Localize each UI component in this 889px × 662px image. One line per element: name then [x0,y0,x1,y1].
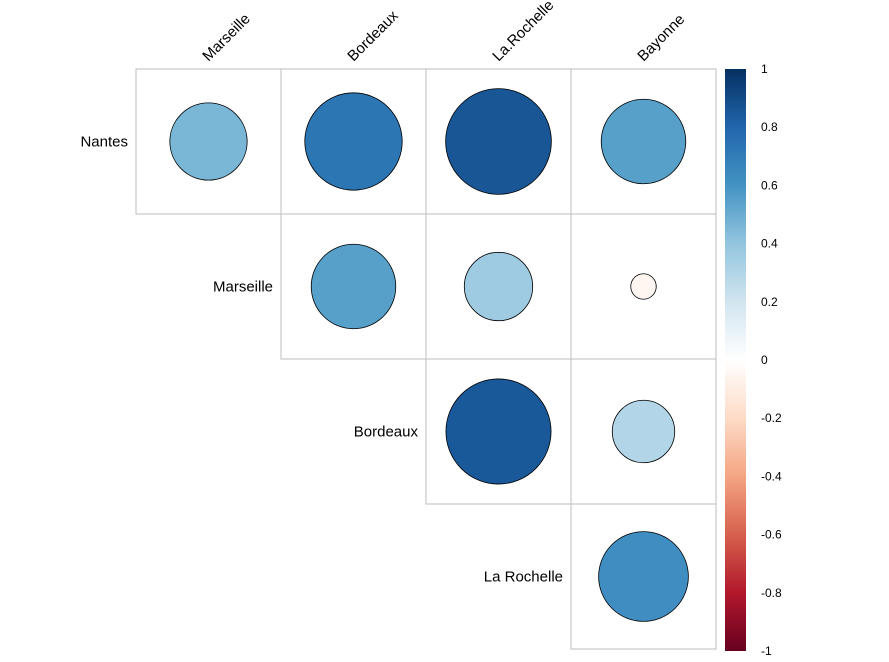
colorbar-gradient [725,69,746,651]
column-labels: Marseille Bordeaux La.Rochelle Bayonne [199,0,688,65]
colorbar-tick-label: 0.2 [761,295,778,309]
colorbar-tick-label: 0.4 [761,237,778,251]
correlation-circle [169,102,248,181]
correlation-circle [445,88,552,195]
colorbar-tick-label: 0.6 [761,178,778,192]
colorbar-tick-label: 0 [761,353,768,367]
row-label: Bordeaux [354,424,419,441]
correlation-circle [445,378,552,485]
row-labels: Nantes Marseille Bordeaux La Rochelle [80,134,563,586]
row-label: Marseille [213,279,273,296]
correlation-grid [135,68,717,650]
correlation-circle [611,399,676,464]
column-label: Marseille [199,10,253,64]
column-label: Bayonne [634,11,688,65]
correlation-circle [598,531,689,622]
row-label: Nantes [80,134,128,151]
colorbar-tick-label: -1 [761,644,772,658]
colorbar-tick-label: -0.8 [761,586,782,600]
correlation-circle [600,98,687,185]
colorbar: 1 0.8 0.6 0.4 0.2 0 -0.2 -0.4 -0.6 -0.8 -1 [725,62,782,658]
colorbar-tick-label: 0.8 [761,120,778,134]
column-label: Bordeaux [344,7,402,65]
correlation-circle [630,273,657,300]
row-label: La Rochelle [484,569,563,586]
colorbar-tick-label: -0.4 [761,469,782,483]
colorbar-tick-label: 1 [761,62,768,76]
correlation-circle [310,243,397,330]
correlation-circle [304,92,403,191]
colorbar-tick-label: -0.6 [761,528,782,542]
correlation-circle [463,251,534,322]
colorbar-tick-label: -0.2 [761,411,782,425]
column-label: La.Rochelle [489,0,557,65]
